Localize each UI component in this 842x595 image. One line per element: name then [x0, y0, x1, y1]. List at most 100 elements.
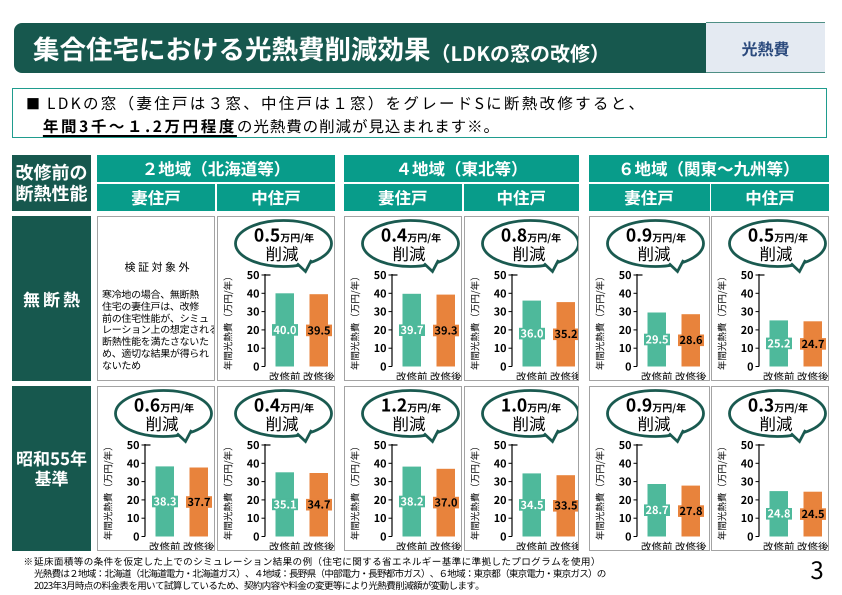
svg-text:改修後: 改修後: [303, 369, 335, 381]
svg-text:0.9万円/年: 0.9万円/年: [625, 222, 685, 247]
svg-text:50: 50: [374, 437, 387, 453]
svg-text:40: 40: [741, 455, 754, 471]
svg-text:10: 10: [493, 510, 506, 526]
svg-text:38.2: 38.2: [400, 493, 423, 509]
svg-text:20: 20: [493, 491, 506, 507]
svg-text:50: 50: [741, 437, 754, 453]
svg-text:34.5: 34.5: [520, 496, 543, 512]
svg-text:39.3: 39.3: [434, 322, 457, 338]
svg-text:20: 20: [741, 321, 754, 337]
svg-text:削減: 削減: [393, 411, 427, 435]
svg-text:年間光熱費（万円/年）: 年間光熱費（万円/年）: [221, 271, 235, 370]
svg-text:25.2: 25.2: [767, 335, 790, 351]
svg-text:年間光熱費（万円/年）: 年間光熱費（万円/年）: [467, 441, 481, 540]
svg-text:年間光熱費（万円/年）: 年間光熱費（万円/年）: [592, 271, 606, 370]
svg-text:0.5万円/年: 0.5万円/年: [254, 222, 314, 247]
svg-text:40: 40: [493, 455, 506, 471]
svg-text:10: 10: [493, 340, 506, 356]
svg-text:0.3万円/年: 0.3万円/年: [748, 392, 808, 417]
svg-text:0.8万円/年: 0.8万円/年: [500, 222, 560, 247]
svg-text:20: 20: [247, 491, 260, 507]
svg-text:50: 50: [741, 267, 754, 283]
svg-text:30: 30: [247, 473, 260, 489]
svg-text:40: 40: [127, 455, 140, 471]
svg-text:24.8: 24.8: [767, 505, 790, 521]
svg-text:削減: 削減: [637, 411, 671, 435]
svg-text:20: 20: [127, 491, 140, 507]
svg-text:20: 20: [741, 491, 754, 507]
svg-text:年間光熱費（万円/年）: 年間光熱費（万円/年）: [715, 271, 729, 370]
svg-text:改修後: 改修後: [550, 539, 579, 551]
svg-text:改修後: 改修後: [550, 369, 579, 381]
svg-text:35.1: 35.1: [273, 496, 296, 512]
svg-text:年間光熱費（万円/年）: 年間光熱費（万円/年）: [592, 441, 606, 540]
svg-text:0: 0: [747, 358, 753, 374]
svg-text:30: 30: [374, 473, 387, 489]
svg-text:削減: 削減: [266, 241, 300, 265]
svg-text:削減: 削減: [512, 241, 546, 265]
svg-text:10: 10: [741, 510, 754, 526]
svg-text:0: 0: [253, 358, 259, 374]
svg-text:40: 40: [618, 455, 631, 471]
svg-text:10: 10: [374, 340, 387, 356]
svg-text:0: 0: [253, 528, 259, 544]
svg-text:削減: 削減: [512, 411, 546, 435]
svg-text:0.4万円/年: 0.4万円/年: [254, 392, 314, 417]
svg-text:年間光熱費（万円/年）: 年間光熱費（万円/年）: [348, 271, 362, 370]
svg-text:年間光熱費（万円/年）: 年間光熱費（万円/年）: [467, 271, 481, 370]
svg-text:24.5: 24.5: [801, 506, 824, 522]
svg-text:40.0: 40.0: [273, 321, 296, 337]
svg-text:20: 20: [247, 321, 260, 337]
svg-text:39.5: 39.5: [307, 322, 330, 338]
svg-text:改修前: 改修前: [269, 539, 301, 551]
svg-text:30: 30: [741, 473, 754, 489]
svg-text:40: 40: [493, 285, 506, 301]
svg-text:10: 10: [618, 340, 631, 356]
svg-text:改修前: 改修前: [269, 369, 301, 381]
svg-text:20: 20: [618, 491, 631, 507]
svg-text:28.6: 28.6: [679, 332, 703, 348]
svg-text:37.0: 37.0: [434, 494, 457, 510]
svg-text:改修後: 改修後: [675, 369, 707, 381]
svg-text:改修前: 改修前: [149, 539, 181, 551]
svg-text:10: 10: [741, 340, 754, 356]
svg-text:30: 30: [493, 303, 506, 319]
svg-text:30: 30: [127, 473, 140, 489]
svg-text:0: 0: [625, 358, 631, 374]
svg-text:27.8: 27.8: [679, 503, 702, 519]
svg-text:40: 40: [374, 455, 387, 471]
svg-text:20: 20: [493, 321, 506, 337]
svg-text:年間光熱費（万円/年）: 年間光熱費（万円/年）: [715, 441, 729, 540]
svg-text:50: 50: [618, 437, 631, 453]
svg-text:30: 30: [374, 303, 387, 319]
svg-text:0: 0: [500, 528, 506, 544]
svg-text:0: 0: [747, 528, 753, 544]
svg-text:削減: 削減: [266, 411, 300, 435]
svg-text:改修後: 改修後: [797, 369, 829, 381]
svg-text:20: 20: [374, 321, 387, 337]
svg-text:10: 10: [374, 510, 387, 526]
svg-text:0: 0: [133, 528, 139, 544]
svg-text:1.0万円/年: 1.0万円/年: [500, 392, 560, 417]
svg-text:1.2万円/年: 1.2万円/年: [381, 392, 441, 417]
svg-text:50: 50: [127, 437, 140, 453]
svg-text:改修後: 改修後: [430, 539, 461, 551]
svg-text:削減: 削減: [760, 241, 794, 265]
svg-text:0: 0: [500, 358, 506, 374]
svg-text:0.6万円/年: 0.6万円/年: [134, 392, 194, 417]
svg-text:0.9万円/年: 0.9万円/年: [625, 392, 685, 417]
svg-text:40: 40: [247, 285, 260, 301]
svg-text:50: 50: [493, 437, 506, 453]
svg-text:35.2: 35.2: [554, 326, 577, 342]
svg-text:50: 50: [493, 267, 506, 283]
svg-text:30: 30: [741, 303, 754, 319]
svg-text:36.0: 36.0: [520, 325, 543, 341]
svg-text:37.7: 37.7: [187, 493, 210, 509]
svg-text:10: 10: [618, 510, 631, 526]
svg-text:削減: 削減: [393, 241, 427, 265]
svg-text:30: 30: [247, 303, 260, 319]
svg-text:改修前: 改修前: [763, 539, 795, 551]
svg-text:改修前: 改修前: [396, 539, 428, 551]
svg-text:40: 40: [374, 285, 387, 301]
svg-text:改修後: 改修後: [430, 369, 461, 381]
